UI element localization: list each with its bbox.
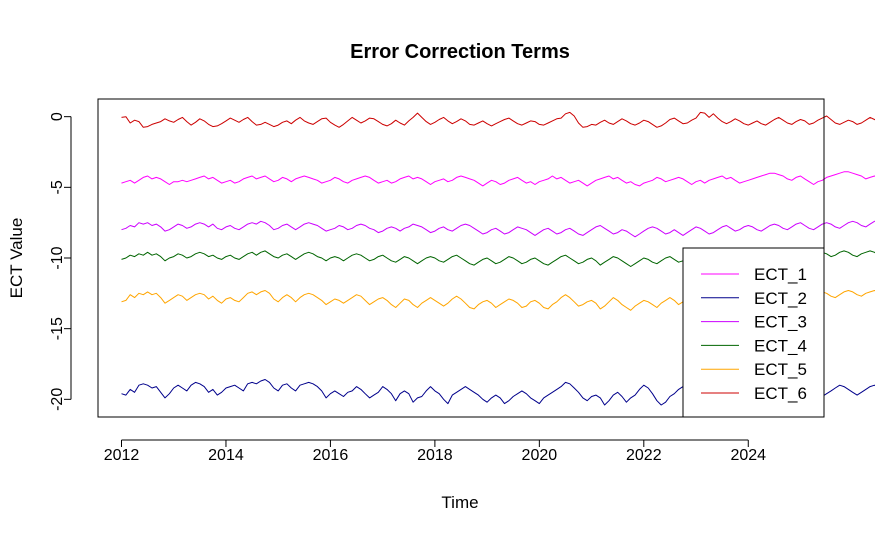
y-tick-label: -15: [49, 317, 66, 340]
series-line-ect-6: [121, 111, 875, 128]
series-line-ect-1: [121, 171, 875, 187]
legend-label: ECT_3: [754, 313, 807, 332]
chart-title: Error Correction Terms: [350, 41, 570, 63]
y-tick-label: 0: [49, 112, 66, 121]
x-tick-label: 2020: [522, 447, 558, 464]
y-axis: 0 -5 -10 -15 -20: [49, 112, 72, 411]
x-tick-label: 2012: [104, 447, 140, 464]
legend-label: ECT_1: [754, 265, 807, 284]
x-tick-label: 2014: [208, 447, 244, 464]
series-line-ect-2: [121, 379, 875, 406]
x-tick-label: 2016: [313, 447, 349, 464]
legend: ECT_1 ECT_2 ECT_3 ECT_4 ECT_5 ECT_6: [682, 247, 825, 418]
x-axis-title: Time: [441, 493, 478, 512]
legend-label: ECT_6: [754, 384, 807, 403]
y-axis-title: ECT Value: [7, 218, 26, 299]
y-tick-label: -5: [49, 180, 66, 194]
legend-label: ECT_2: [754, 289, 807, 308]
legend-label: ECT_4: [754, 336, 807, 355]
legend-label: ECT_5: [754, 360, 807, 379]
y-tick-label: -10: [49, 246, 66, 269]
series-layer: [121, 111, 875, 406]
x-tick-label: 2024: [730, 447, 766, 464]
legend-box: [682, 247, 825, 418]
y-tick-label: -20: [49, 388, 66, 411]
series-line-ect-3: [121, 220, 875, 238]
x-axis: 2012 2014 2016 2018 2020 2022 2024: [104, 439, 766, 464]
x-tick-label: 2018: [417, 447, 453, 464]
x-tick-label: 2022: [626, 447, 662, 464]
